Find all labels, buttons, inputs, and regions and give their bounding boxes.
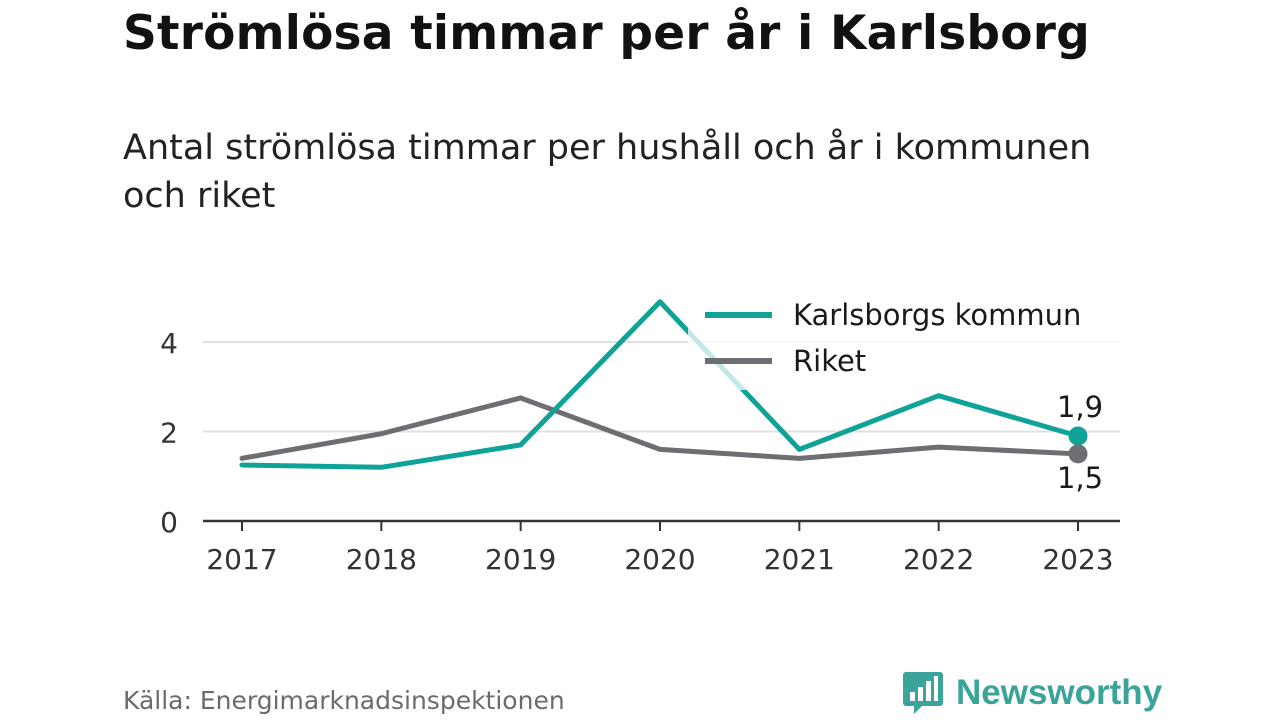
data-label-karlsborg: 1,9 — [1057, 390, 1103, 424]
source-note: Källa: Energimarknadsinspektionen — [123, 686, 565, 715]
brand-name: Newsworthy — [956, 673, 1163, 712]
x-tick-label: 2020 — [624, 543, 695, 576]
x-tick-label: 2023 — [1042, 543, 1113, 576]
newsworthy-logo-icon — [903, 672, 943, 714]
series-line-riket — [239, 395, 1081, 461]
y-tick-label: 0 — [160, 506, 178, 539]
chart-title: Strömlösa timmar per år i Karlsborg — [123, 6, 1090, 61]
chart-subtitle: Antal strömlösa timmar per hushåll och å… — [123, 128, 1092, 216]
x-tick-label: 2017 — [206, 543, 277, 576]
data-label-riket: 1,5 — [1057, 461, 1103, 495]
y-tick-label: 4 — [160, 327, 178, 360]
legend-background — [688, 290, 1120, 390]
series-line-karlsborg — [239, 299, 1081, 470]
end-point-riket — [1068, 444, 1088, 464]
legend-label: Karlsborgs kommun — [793, 298, 1081, 332]
x-tick-label: 2022 — [903, 543, 974, 576]
legend-label: Riket — [793, 344, 866, 378]
x-tick-label: 2021 — [764, 543, 835, 576]
x-tick-label: 2018 — [346, 543, 417, 576]
brand[interactable]: Newsworthy — [902, 670, 1162, 716]
x-tick-label: 2019 — [485, 543, 556, 576]
end-point-karlsborg — [1068, 426, 1088, 446]
y-tick-label: 2 — [160, 417, 178, 450]
